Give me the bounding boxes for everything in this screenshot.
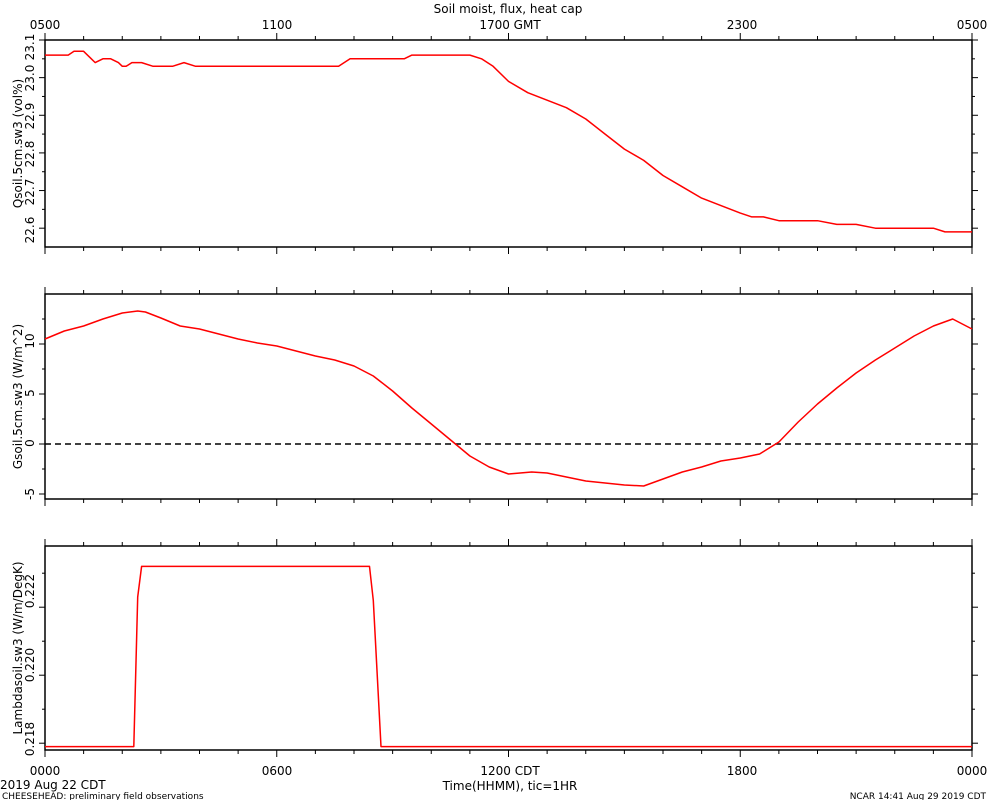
credit-note: NCAR 14:41 Aug 29 2019 CDT	[850, 792, 987, 800]
y-tick-label: 23.0	[23, 65, 37, 92]
top-tick-label: 1100	[262, 18, 293, 32]
y-tick-label: 22.8	[23, 141, 37, 168]
project-note: CHEESEHEAD: preliminary field observatio…	[2, 792, 204, 800]
top-tick-label: 0500	[30, 18, 61, 32]
panel-frame	[44, 545, 973, 751]
y-tick-label: -5	[23, 488, 37, 500]
series-line	[45, 50, 972, 233]
y-tick-label: 22.6	[23, 217, 37, 244]
y-tick-label: 0	[23, 439, 37, 447]
bottom-tick-label: 0000	[30, 764, 61, 778]
series-line	[45, 565, 972, 748]
y-tick-labels: 0.218 0.220 0.222	[23, 574, 37, 756]
y-tick-label: 22.9	[23, 103, 37, 130]
date-label: 2019 Aug 22 CDT	[0, 778, 106, 792]
bottom-tick-label: 0000	[957, 764, 988, 778]
top-time-axis: 0500 1100 1700 GMT 2300 0500	[30, 18, 988, 32]
y-axis-label: Qsoil.5cm.sw3 (vol%)	[11, 79, 25, 208]
y-axis-label: Gsoil.5cm.sw3 (W/m^2)	[11, 324, 25, 469]
panel-frame	[44, 293, 973, 500]
y-tick-labels: -5 0 5 10	[23, 333, 37, 500]
panel-frame	[44, 39, 973, 248]
bottom-tick-label: 1200 CDT	[480, 764, 540, 778]
bottom-tick-label: 0600	[262, 764, 293, 778]
y-tick-label: 0.220	[23, 648, 37, 682]
y-tick-label: 22.7	[23, 179, 37, 206]
y-tick-label: 10	[23, 333, 37, 348]
top-tick-label: 2300	[727, 18, 758, 32]
top-tick-label: 1700 GMT	[479, 18, 541, 32]
panel-soil-heat-flux: Gsoil.5cm.sw3 (W/m^2) -5 0 5 10	[11, 293, 973, 500]
y-axis-label: Lambdasoil.sw3 (W/m/DegK)	[11, 561, 25, 734]
y-tick-label: 0.218	[23, 722, 37, 756]
y-tick-labels: 22.6 22.7 22.8 22.9 23.0 23.1	[23, 34, 37, 244]
y-tick-label: 5	[23, 389, 37, 397]
chart-title: Soil moist, flux, heat cap	[434, 2, 583, 16]
top-tick-label: 0500	[957, 18, 988, 32]
series-line	[44, 310, 973, 487]
panel-thermal-conductivity: Lambdasoil.sw3 (W/m/DegK) 0.218 0.220 0.…	[11, 545, 973, 756]
bottom-tick-label: 1800	[727, 764, 758, 778]
y-tick-label: 23.1	[23, 34, 37, 61]
y-tick-label: 0.222	[23, 574, 37, 608]
x-axis-label: Time(HHMM), tic=1HR	[442, 779, 578, 793]
bottom-time-axis: 0000 0600 1200 CDT 1800 0000	[30, 764, 988, 778]
